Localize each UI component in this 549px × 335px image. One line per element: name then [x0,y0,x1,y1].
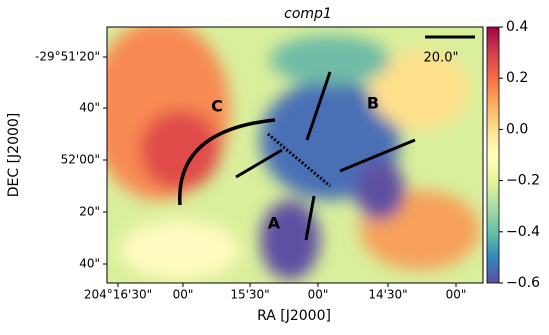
colorbar-tick-label: −0.4 [506,224,540,240]
x-tick-label: 00" [173,288,194,302]
scale-bar-label: 20.0" [424,51,459,66]
y-tick-label: 40" [79,101,100,115]
x-tick-label: 15'30" [230,288,269,302]
y-tick-label: 40" [79,257,100,271]
x-axis-title: RA [J2000] [257,308,331,324]
x-tick-label: 00" [446,288,467,302]
colorbar-tick-label: 0.4 [506,19,528,35]
colorbar-tick-label: −0.2 [506,173,540,189]
y-tick-label: -29°51'20" [35,50,100,64]
y-tick-label: 52'00" [61,153,100,167]
chart-title: comp1 [284,6,332,22]
x-tick-label: 14'30" [368,288,407,302]
plot-frame [106,26,484,284]
x-tick-label: 204°16'30" [84,288,152,302]
map-image [107,27,483,283]
y-tick-label: 20" [79,205,100,219]
colorbar-tick-label: 0.2 [506,70,528,86]
annotation: B [367,94,379,113]
y-axis-title: DEC [J2000] [6,113,22,198]
x-tick-label: 00" [308,288,329,302]
colorbar-tick-label: 0.0 [506,121,528,137]
colorbar-tick-label: −0.6 [506,275,540,291]
annotation: A [268,214,281,233]
colorbar [486,26,500,284]
annotation: C [211,97,223,116]
